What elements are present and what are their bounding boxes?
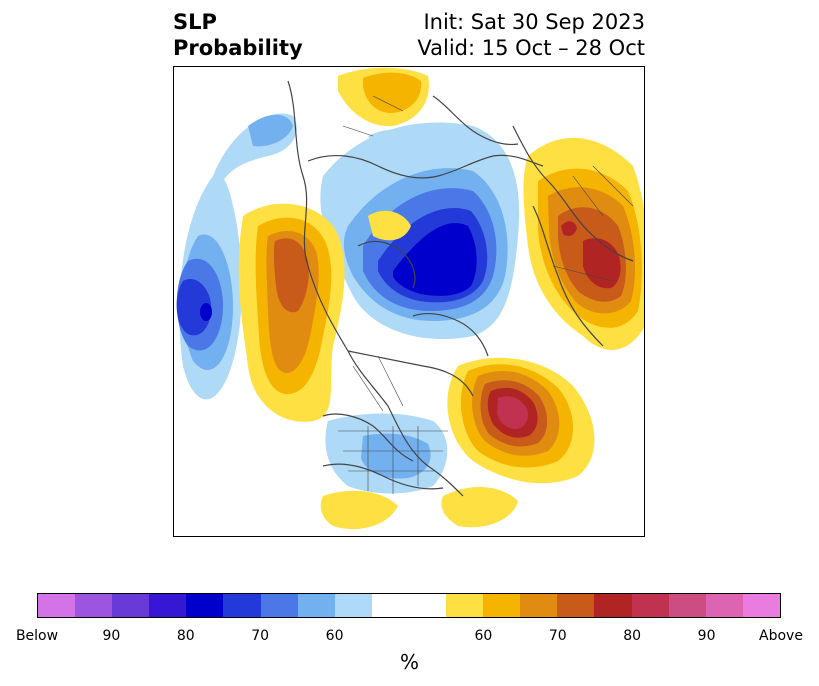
colorbar-cell: [631, 594, 669, 617]
below-normal-regions: [176, 113, 520, 494]
state-borders: [338, 95, 634, 494]
colorbar-tick-label: 80: [176, 628, 195, 644]
title-field: Probability: [173, 36, 303, 60]
colorbar-cell: [594, 594, 632, 617]
colorbar-unit-label: %: [399, 650, 419, 674]
above-normal-regions: [238, 67, 645, 530]
colorbar-cell: [38, 594, 76, 617]
colorbar-cell: [371, 594, 409, 617]
colorbar-tick-label: 90: [697, 628, 716, 644]
valid-range: Valid: 15 Oct – 28 Oct: [417, 36, 645, 60]
colorbar-tick-label: Above: [759, 628, 803, 644]
coastlines: [287, 80, 634, 497]
colorbar-cell: [223, 594, 261, 617]
colorbar-tick-label: 60: [474, 628, 493, 644]
colorbar-cell: [557, 594, 595, 617]
colorbar-cell: [742, 594, 780, 617]
colorbar-cell: [297, 594, 335, 617]
colorbar-tick-label: 70: [251, 628, 270, 644]
colorbar-cell: [149, 594, 187, 617]
map-title: SLP Probability: [173, 9, 303, 61]
title-variable: SLP: [173, 10, 217, 34]
init-date: Init: Sat 30 Sep 2023: [423, 10, 645, 34]
colorbar-tick-label: Below: [15, 628, 59, 644]
colorbar-cell: [112, 594, 150, 617]
colorbar-cell: [408, 594, 447, 617]
colorbar-cell: [186, 594, 224, 617]
colorbar-tick-label: 60: [325, 628, 344, 644]
colorbar-cell: [260, 594, 298, 617]
colorbar: [37, 593, 781, 618]
colorbar-cell: [705, 594, 743, 617]
colorbar-cell: [520, 594, 558, 617]
probability-map: [173, 66, 645, 537]
colorbar-tick-label: 90: [102, 628, 121, 644]
colorbar-cell: [334, 594, 372, 617]
colorbar-tick-label: 70: [548, 628, 567, 644]
colorbar-cell: [446, 594, 484, 617]
colorbar-tick-label: 80: [623, 628, 642, 644]
colorbar-cell: [483, 594, 521, 617]
colorbar-ticks: Below 90 80 70 60 60 70 80 90 Above: [16, 628, 803, 648]
colorbar-cell: [75, 594, 113, 617]
map-dates: Init: Sat 30 Sep 2023 Valid: 15 Oct – 28…: [417, 9, 645, 61]
colorbar-cell: [668, 594, 706, 617]
